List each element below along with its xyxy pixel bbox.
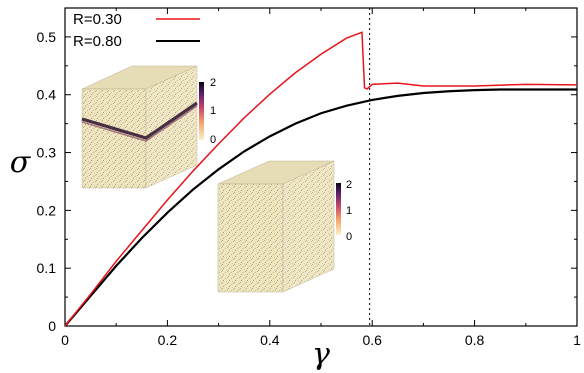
inset-colorbar-2: 2 1 0 [336,179,352,243]
cbar2-tick-top: 2 [346,179,352,191]
legend-label-r030: R=0.30 [73,11,122,28]
x-tick-label: 0.8 [465,332,485,348]
x-tick-label: 0 [61,332,69,348]
x-tick-label: 0.2 [158,332,178,348]
y-tick-label: 0.2 [37,202,57,218]
y-tick-label: 0.4 [37,87,57,103]
x-tick-label: 1 [573,332,581,348]
y-axis-label: σ [10,145,32,180]
inset-cube-homogeneous [217,160,335,293]
y-tick-label: 0 [48,318,56,334]
x-axis-label: γ [312,337,330,372]
series-line-r030 [64,31,578,327]
cbar1-tick-mid: 1 [210,105,216,117]
x-tick-label: 0.6 [362,332,382,348]
inset-colorbar-1: 2 1 0 [199,77,216,146]
legend-label-r080: R=0.80 [73,33,122,50]
x-tick-label: 0.4 [260,332,280,348]
cbar1-tick-bottom: 0 [210,134,216,146]
axis-ticks: 0 0.2 0.4 0.6 0.8 1 0 0.1 0.2 0.3 0.4 0.5 [37,7,581,348]
y-tick-label: 0.3 [37,145,57,161]
cbar1-tick-top: 2 [210,77,216,89]
cbar2-tick-bottom: 0 [346,231,352,243]
legend: R=0.30 R=0.80 [73,11,200,50]
series-line-r080 [64,88,577,327]
y-tick-label: 0.1 [37,260,57,276]
y-tick-label: 0.5 [37,29,57,45]
cbar2-tick-mid: 1 [346,205,352,217]
inset-cube-shear-band [81,65,198,189]
